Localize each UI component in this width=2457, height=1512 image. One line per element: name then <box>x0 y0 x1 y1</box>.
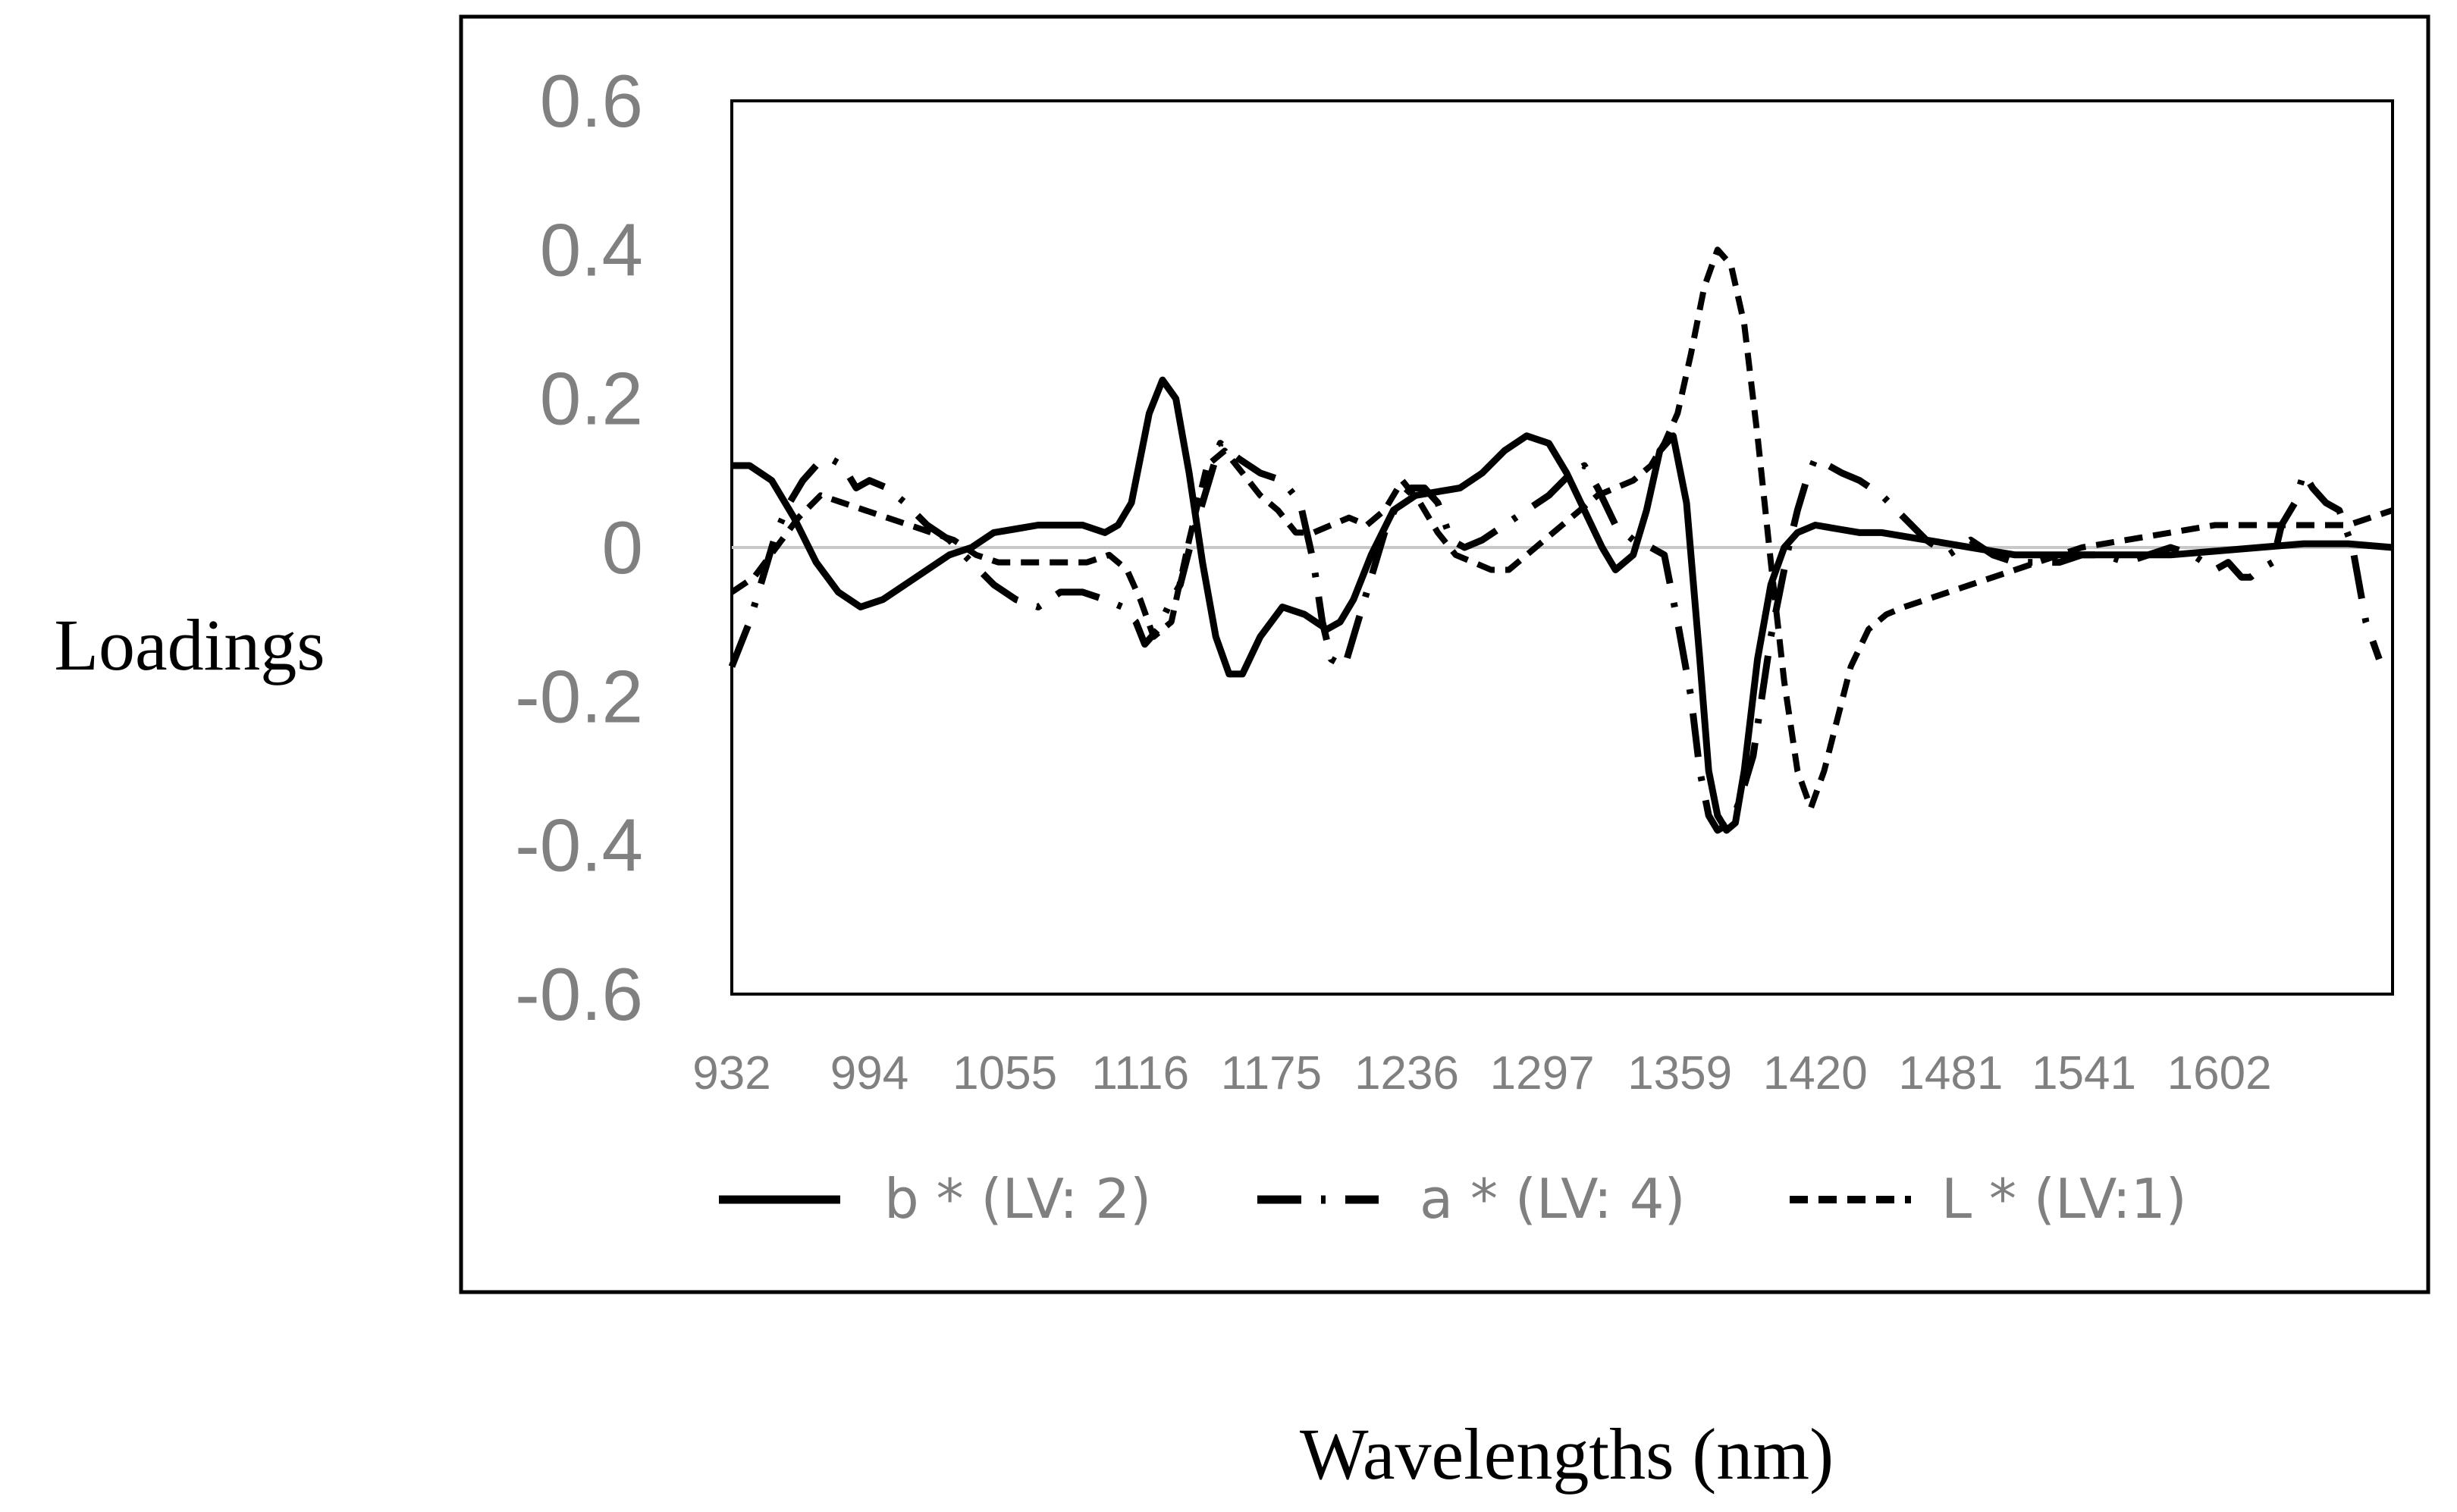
series-layer <box>728 246 2394 834</box>
x-tick-label: 1420 <box>1763 1047 1868 1099</box>
x-tick-label: 1175 <box>1221 1047 1322 1099</box>
y-tick-label: 0 <box>601 506 643 589</box>
y-tick-label: 0.6 <box>540 59 643 143</box>
outer-frame <box>459 14 2430 1294</box>
legend: b * (LV: 2) a * (LV: 4) L * (LV:1) <box>719 1167 2187 1231</box>
y-tick-label: -0.2 <box>515 654 643 738</box>
legend-label-1: b * (LV: 2) <box>884 1167 1151 1231</box>
x-tick-label: 1481 <box>1898 1047 2003 1099</box>
x-tick-label: 1602 <box>2167 1047 2272 1099</box>
series-line-1 <box>732 376 2393 834</box>
x-tick-label: 1116 <box>1091 1047 1189 1099</box>
y-axis-ticks: 0.6 0.4 0.2 0 -0.2 -0.4 -0.6 <box>515 59 643 1036</box>
y-tick-label: 0.2 <box>540 357 643 441</box>
legend-label-2: a * (LV: 4) <box>1420 1167 1686 1231</box>
series-line-2 <box>728 440 2383 834</box>
x-tick-label: 994 <box>830 1047 908 1099</box>
y-tick-label: -0.6 <box>515 952 643 1036</box>
x-axis-label: Wavelengths (nm) <box>1300 1413 1834 1495</box>
y-tick-label: 0.4 <box>540 208 643 291</box>
x-tick-label: 1055 <box>952 1047 1057 1099</box>
x-tick-label: 1359 <box>1627 1047 1732 1099</box>
y-tick-label: -0.4 <box>515 804 643 887</box>
x-tick-label: 1236 <box>1354 1047 1459 1099</box>
x-axis-ticks: 932 994 1055 1116 1175 1236 1297 1359 1420 1481 15… <box>692 1047 2271 1099</box>
x-tick-label: 1541 <box>2032 1047 2136 1099</box>
legend-label-3: L * (LV:1) <box>1941 1167 2187 1231</box>
x-tick-label: 932 <box>692 1047 770 1099</box>
x-tick-label: 1297 <box>1490 1047 1595 1099</box>
y-axis-label: Loadings <box>54 604 325 685</box>
series-line-3 <box>730 246 2394 811</box>
